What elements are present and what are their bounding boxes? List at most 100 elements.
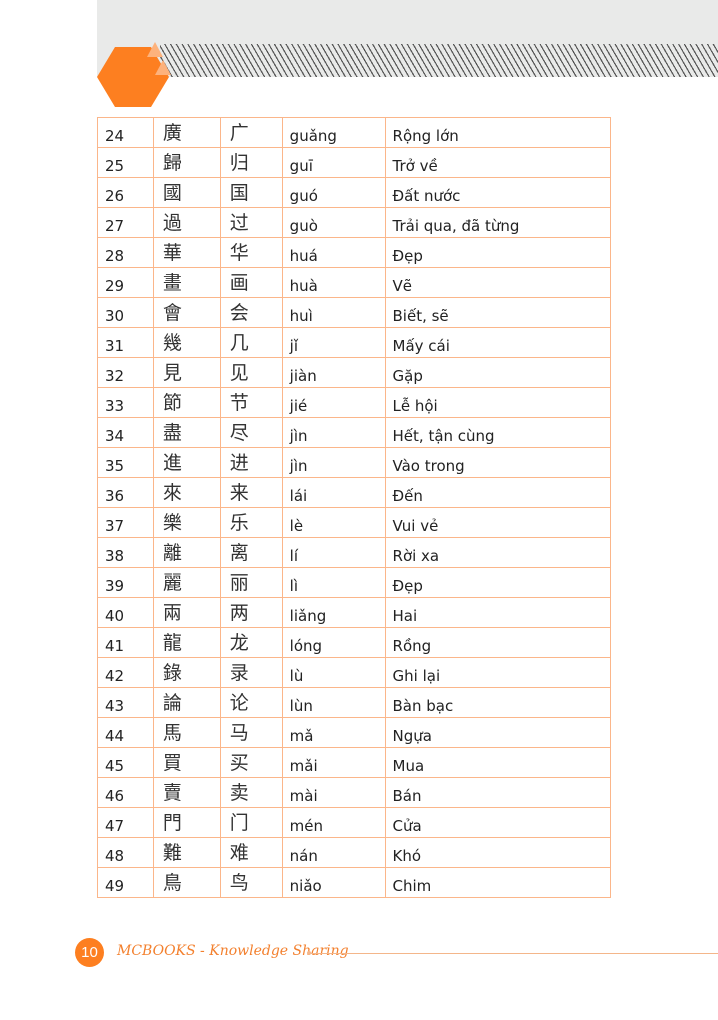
traditional-char-cell: 樂 [152, 507, 221, 538]
table-row: 42 錄录 lù Ghi lại [97, 657, 612, 688]
table-row: 41 龍龙 lóng Rồng [97, 627, 612, 658]
meaning-cell: Trải qua, đã từng [384, 207, 612, 238]
traditional-char-cell: 見 [152, 357, 221, 388]
meaning-cell: Biết, sẽ [384, 297, 612, 328]
traditional-char-cell: 離 [152, 537, 221, 568]
pinyin-cell: guǎng [281, 117, 386, 148]
simplified-char-cell: 买 [219, 747, 283, 778]
row-number-cell: 48 [97, 837, 154, 868]
simplified-char-cell: 录 [219, 657, 283, 688]
meaning-cell: Đến [384, 477, 612, 508]
table-row: 44 馬马 mǎ Ngựa [97, 717, 612, 748]
table-row: 33 節节 jié Lễ hội [97, 387, 612, 418]
triangle-decoration [147, 42, 163, 57]
table-row: 24 廣广 guǎng Rộng lớn [97, 117, 612, 148]
meaning-cell: Mua [384, 747, 612, 778]
row-number-cell: 42 [97, 657, 154, 688]
simplified-char-cell: 过 [219, 207, 283, 238]
footer-rule [311, 953, 718, 954]
pinyin-cell: huì [281, 297, 386, 328]
row-number-cell: 24 [97, 117, 154, 148]
meaning-cell: Khó [384, 837, 612, 868]
traditional-char-cell: 廣 [152, 117, 221, 148]
pinyin-cell: niǎo [281, 867, 386, 898]
pinyin-cell: lái [281, 477, 386, 508]
traditional-char-cell: 幾 [152, 327, 221, 358]
row-number-cell: 43 [97, 687, 154, 718]
traditional-char-cell: 麗 [152, 567, 221, 598]
row-number-cell: 36 [97, 477, 154, 508]
meaning-cell: Gặp [384, 357, 612, 388]
row-number-cell: 33 [97, 387, 154, 418]
table-row: 39 麗丽 lì Đẹp [97, 567, 612, 598]
triangle-decoration [155, 60, 171, 75]
pinyin-cell: huá [281, 237, 386, 268]
meaning-cell: Bán [384, 777, 612, 808]
simplified-char-cell: 会 [219, 297, 283, 328]
row-number-cell: 29 [97, 267, 154, 298]
pinyin-cell: mǎi [281, 747, 386, 778]
meaning-cell: Đẹp [384, 567, 612, 598]
row-number-cell: 32 [97, 357, 154, 388]
simplified-char-cell: 龙 [219, 627, 283, 658]
row-number-cell: 30 [97, 297, 154, 328]
simplified-char-cell: 难 [219, 837, 283, 868]
simplified-char-cell: 丽 [219, 567, 283, 598]
pinyin-cell: lùn [281, 687, 386, 718]
simplified-char-cell: 卖 [219, 777, 283, 808]
row-number-cell: 27 [97, 207, 154, 238]
traditional-char-cell: 馬 [152, 717, 221, 748]
traditional-char-cell: 論 [152, 687, 221, 718]
simplified-char-cell: 华 [219, 237, 283, 268]
table-row: 43 論论 lùn Bàn bạc [97, 687, 612, 718]
pinyin-cell: jìn [281, 417, 386, 448]
row-number-cell: 35 [97, 447, 154, 478]
row-number-cell: 25 [97, 147, 154, 178]
traditional-char-cell: 會 [152, 297, 221, 328]
row-number-cell: 46 [97, 777, 154, 808]
row-number-cell: 47 [97, 807, 154, 838]
pinyin-cell: jìn [281, 447, 386, 478]
pinyin-cell: lù [281, 657, 386, 688]
meaning-cell: Rồng [384, 627, 612, 658]
simplified-char-cell: 来 [219, 477, 283, 508]
meaning-cell: Cửa [384, 807, 612, 838]
table-row: 36 來来 lái Đến [97, 477, 612, 508]
pinyin-cell: guó [281, 177, 386, 208]
meaning-cell: Rời xa [384, 537, 612, 568]
simplified-char-cell: 鸟 [219, 867, 283, 898]
traditional-char-cell: 國 [152, 177, 221, 208]
pinyin-cell: lì [281, 567, 386, 598]
simplified-char-cell: 国 [219, 177, 283, 208]
simplified-char-cell: 乐 [219, 507, 283, 538]
pinyin-cell: mǎ [281, 717, 386, 748]
pinyin-cell: lóng [281, 627, 386, 658]
pinyin-cell: mài [281, 777, 386, 808]
simplified-char-cell: 两 [219, 597, 283, 628]
pinyin-cell: huà [281, 267, 386, 298]
row-number-cell: 40 [97, 597, 154, 628]
meaning-cell: Rộng lớn [384, 117, 612, 148]
simplified-char-cell: 门 [219, 807, 283, 838]
traditional-char-cell: 節 [152, 387, 221, 418]
row-number-cell: 26 [97, 177, 154, 208]
table-row: 32 見见 jiàn Gặp [97, 357, 612, 388]
simplified-char-cell: 广 [219, 117, 283, 148]
header-hatch-pattern [160, 44, 718, 77]
simplified-char-cell: 节 [219, 387, 283, 418]
row-number-cell: 31 [97, 327, 154, 358]
table-row: 37 樂乐 lè Vui vẻ [97, 507, 612, 538]
table-row: 26 國国 guó Đất nước [97, 177, 612, 208]
simplified-char-cell: 马 [219, 717, 283, 748]
row-number-cell: 37 [97, 507, 154, 538]
traditional-char-cell: 難 [152, 837, 221, 868]
row-number-cell: 44 [97, 717, 154, 748]
table-row: 45 買买 mǎi Mua [97, 747, 612, 778]
traditional-char-cell: 歸 [152, 147, 221, 178]
simplified-char-cell: 归 [219, 147, 283, 178]
pinyin-cell: liǎng [281, 597, 386, 628]
meaning-cell: Bàn bạc [384, 687, 612, 718]
traditional-char-cell: 進 [152, 447, 221, 478]
table-row: 49 鳥鸟 niǎo Chim [97, 867, 612, 898]
traditional-char-cell: 來 [152, 477, 221, 508]
